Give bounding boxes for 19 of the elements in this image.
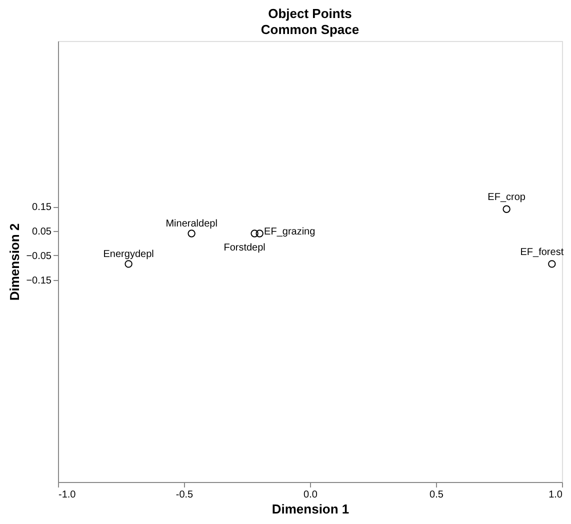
annotation: Forstdepl <box>224 242 266 254</box>
x-tick-label: 0.5 <box>430 490 444 500</box>
y-tick-label: −0.15 <box>26 275 52 286</box>
chart-title: Object Points <box>268 6 352 21</box>
annotation: EF_forest <box>520 246 564 258</box>
x-tick-label: -0.5 <box>176 490 194 500</box>
annotation: Energydepl <box>103 248 154 260</box>
y-tick-label: −0.05 <box>26 250 52 262</box>
x-tick-label: 1.0 <box>548 490 563 500</box>
chart-subtitle: Common Space <box>260 22 360 37</box>
annotation: EF_crop <box>488 192 526 204</box>
y-tick-label: 0.05 <box>32 226 52 238</box>
y-axis-title: Dimension 2 <box>7 223 22 301</box>
annotation: EF_grazing <box>264 226 316 238</box>
y-tick-label: 0.15 <box>32 202 52 214</box>
x-axis-title: Dimension 1 <box>272 502 350 516</box>
x-tick-label: -1.0 <box>58 490 76 500</box>
x-tick-label: 0.0 <box>304 490 318 500</box>
annotation: Mineraldepl <box>166 218 218 230</box>
